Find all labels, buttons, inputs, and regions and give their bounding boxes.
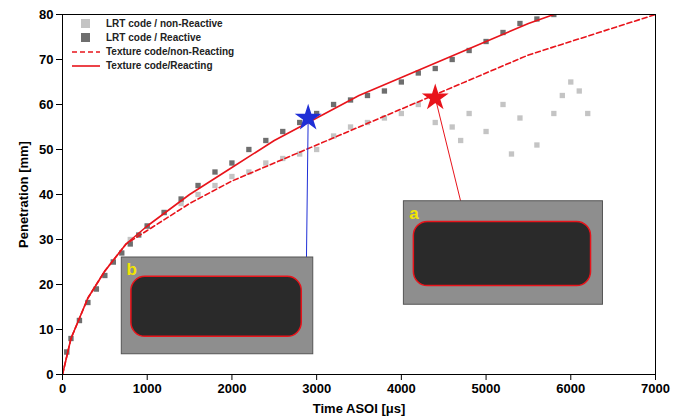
svg-text:0: 0 <box>59 381 66 396</box>
svg-text:70: 70 <box>39 52 53 67</box>
svg-text:4000: 4000 <box>387 381 416 396</box>
svg-text:40: 40 <box>39 187 53 202</box>
svg-text:80: 80 <box>39 7 53 22</box>
svg-text:3000: 3000 <box>302 381 331 396</box>
svg-text:5000: 5000 <box>472 381 501 396</box>
svg-text:0: 0 <box>46 367 53 382</box>
svg-text:Time ASOI [μs]: Time ASOI [μs] <box>313 401 405 416</box>
html-text:Texture code/Reacting: Texture code/Reacting <box>106 60 213 71</box>
svg-text:1000: 1000 <box>133 381 162 396</box>
html-text:LRT code / Reactive: LRT code / Reactive <box>106 32 201 43</box>
svg-text:20: 20 <box>39 277 53 292</box>
svg-text:50: 50 <box>39 142 53 157</box>
svg-text:a: a <box>409 204 419 223</box>
html-text:LRT code / non-Reactive: LRT code / non-Reactive <box>106 18 223 29</box>
svg-text:b: b <box>127 260 137 279</box>
svg-text:60: 60 <box>39 97 53 112</box>
svg-text:30: 30 <box>39 232 53 247</box>
html-text:Texture code/non-Reacting: Texture code/non-Reacting <box>106 46 235 57</box>
svg-text:10: 10 <box>39 322 53 337</box>
svg-text:2000: 2000 <box>217 381 246 396</box>
svg-text:7000: 7000 <box>641 381 670 396</box>
svg-text:6000: 6000 <box>556 381 585 396</box>
svg-text:Penetration [mm]: Penetration [mm] <box>16 141 31 248</box>
